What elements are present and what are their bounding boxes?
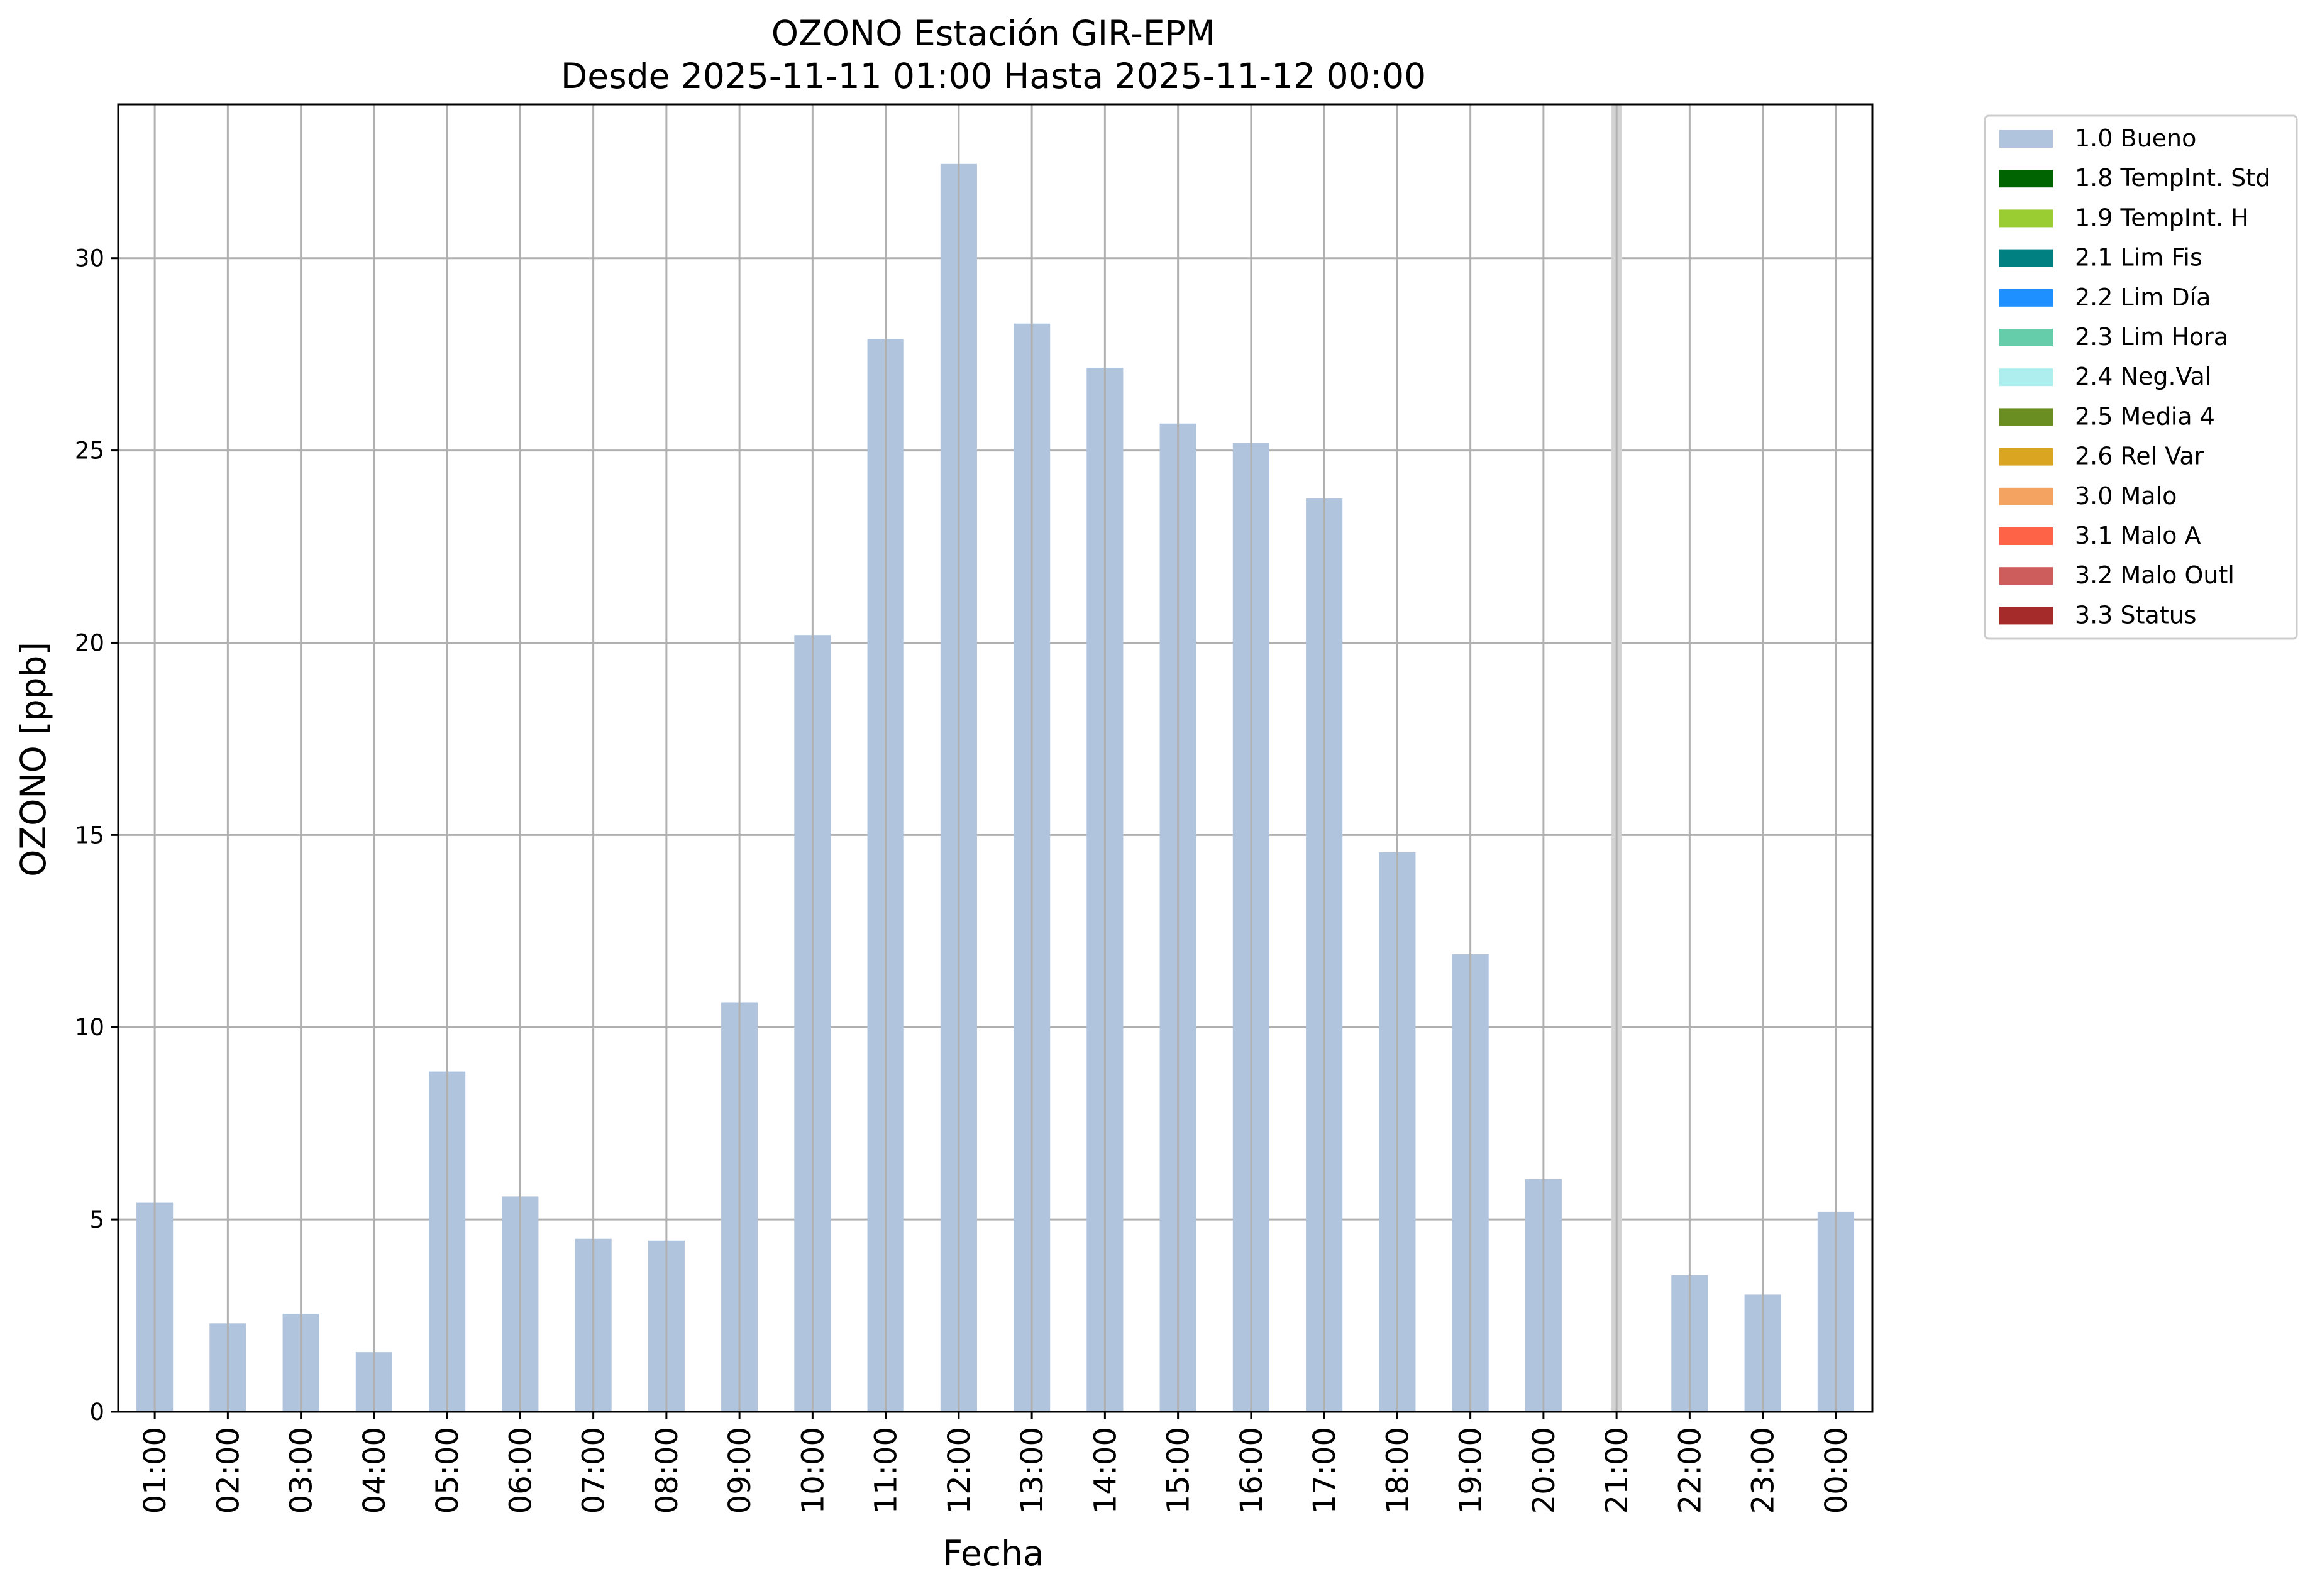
x-tick-label: 10:00 — [795, 1427, 831, 1514]
legend-label: 3.3 Status — [2075, 601, 2197, 629]
x-tick-label: 15:00 — [1161, 1427, 1196, 1514]
legend-items: 1.0 Bueno 1.8 TempInt. Std 1.9 TempInt. H 2… — [1999, 124, 2270, 629]
x-grid-layer — [153, 104, 1837, 1412]
x-tick-label: 13:00 — [1015, 1427, 1050, 1514]
legend-label: 1.0 Bueno — [2075, 124, 2196, 152]
legend-swatch — [1999, 329, 2053, 346]
x-tick-label: 16:00 — [1234, 1427, 1269, 1514]
legend-swatch — [1999, 170, 2053, 188]
legend-label: 3.1 Malo A — [2075, 522, 2201, 549]
legend-swatch — [1999, 607, 2053, 625]
legend-label: 1.9 TempInt. H — [2075, 204, 2249, 231]
legend-swatch — [1999, 527, 2053, 545]
legend-swatch — [1999, 209, 2053, 228]
x-tick-label: 03:00 — [284, 1427, 319, 1514]
x-tick-label: 22:00 — [1672, 1427, 1708, 1514]
x-tick-label: 00:00 — [1819, 1427, 1854, 1514]
legend: 1.0 Bueno 1.8 TempInt. Std 1.9 TempInt. H 2… — [1984, 114, 2298, 640]
y-tick-label: 25 — [75, 438, 104, 465]
y-tick-label: 15 — [75, 822, 104, 849]
legend-frame — [1984, 114, 2298, 640]
legend-label: 2.3 Lim Hora — [2075, 323, 2228, 351]
legend-swatch — [1999, 368, 2053, 387]
x-tick-label: 14:00 — [1088, 1427, 1123, 1514]
chart-subtitle: Desde 2025-11-11 01:00 Hasta 2025-11-12 … — [561, 56, 1426, 96]
legend-label: 2.5 Media 4 — [2075, 402, 2215, 430]
y-tick-label: 5 — [89, 1206, 104, 1233]
chart-title: OZONO Estación GIR-EPM — [771, 13, 1215, 53]
x-tick-label: 19:00 — [1454, 1427, 1489, 1514]
x-tick-label: 12:00 — [942, 1427, 977, 1514]
y-tick-label: 20 — [75, 629, 104, 656]
plot-frame — [117, 103, 1874, 1413]
legend-swatch — [1999, 130, 2053, 148]
x-tick-label: 04:00 — [357, 1427, 392, 1514]
legend-swatch — [1999, 487, 2053, 505]
legend-label: 1.8 TempInt. Std — [2075, 164, 2270, 192]
legend-label: 2.4 Neg.Val — [2075, 363, 2211, 390]
x-tick-label: 08:00 — [649, 1427, 685, 1514]
x-tick-label: 09:00 — [722, 1427, 758, 1514]
legend-swatch — [1999, 249, 2053, 267]
x-tick-label: 23:00 — [1746, 1427, 1781, 1514]
legend-label: 3.0 Malo — [2075, 482, 2177, 510]
y-ticks-layer: 0 5 10 15 20 25 30 — [75, 245, 118, 1426]
y-tick-label: 0 — [89, 1399, 104, 1426]
x-ticks-layer: 01:00 02:00 03:00 04:00 05:00 06:00 07:00 08:00… — [138, 1412, 1854, 1514]
legend-swatch — [1999, 567, 2053, 585]
y-axis-label: OZONO [ppb] — [13, 642, 53, 877]
legend-label: 2.6 Rel Var — [2075, 443, 2204, 470]
x-tick-label: 17:00 — [1307, 1427, 1342, 1514]
y-tick-label: 30 — [75, 245, 104, 272]
legend-swatch — [1999, 289, 2053, 307]
x-tick-label: 05:00 — [430, 1427, 465, 1514]
legend-label: 3.2 Malo Outl — [2075, 561, 2235, 589]
grid-layer — [118, 257, 1872, 1221]
x-tick-label: 07:00 — [577, 1427, 612, 1514]
x-tick-label: 02:00 — [211, 1427, 246, 1514]
x-tick-label: 18:00 — [1380, 1427, 1415, 1514]
legend-swatch — [1999, 448, 2053, 466]
x-tick-label: 11:00 — [869, 1427, 904, 1514]
x-tick-label: 21:00 — [1600, 1427, 1635, 1514]
x-tick-label: 06:00 — [503, 1427, 538, 1514]
legend-label: 2.2 Lim Día — [2075, 283, 2211, 311]
x-axis-label: Fecha — [942, 1533, 1044, 1573]
x-tick-label: 20:00 — [1527, 1427, 1562, 1514]
legend-swatch — [1999, 408, 2053, 426]
y-tick-label: 10 — [75, 1014, 104, 1041]
legend-label: 2.1 Lim Fis — [2075, 244, 2202, 272]
x-tick-label: 01:00 — [138, 1427, 173, 1514]
